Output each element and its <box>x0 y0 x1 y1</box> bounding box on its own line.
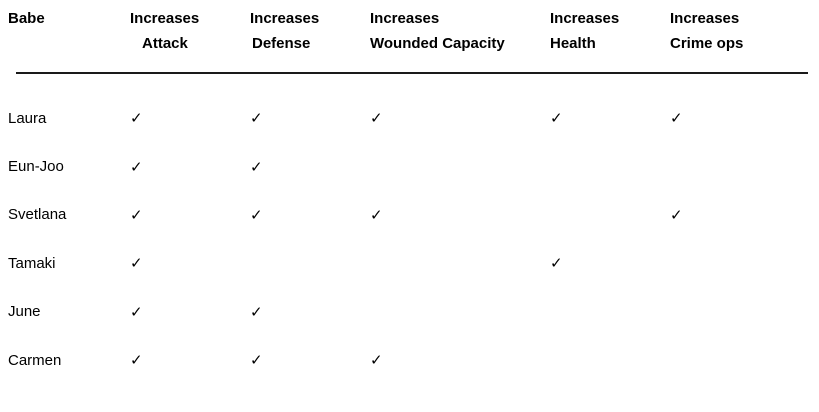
column-header-crime-ops: Increases Crime ops <box>670 6 819 56</box>
checkmark-icon: ✓ <box>250 158 263 176</box>
checkmark-icon: ✓ <box>370 110 383 128</box>
column-header-attack: Increases Attack <box>130 6 250 56</box>
column-header-label: Increases <box>670 10 740 27</box>
row-label: Carmen <box>8 351 62 369</box>
checkmark-icon: ✓ <box>130 206 143 224</box>
checkmark-icon: ✓ <box>370 352 383 370</box>
column-header-label: Increases <box>370 10 440 27</box>
stats-table: Babe Increases Attack Increases Defense … <box>8 6 819 384</box>
column-header-wounded-capacity: Increases Wounded Capacity <box>370 6 550 56</box>
table-row: Eun-Joo ✓ ✓ <box>8 142 819 190</box>
column-header-label: Increases <box>250 10 320 27</box>
column-header-label: Defense <box>252 35 311 52</box>
checkmark-icon: ✓ <box>130 352 143 370</box>
column-header-label: Health <box>550 35 596 52</box>
table-row: Svetlana ✓ ✓ ✓ ✓ <box>8 191 819 239</box>
column-header-label: Increases <box>130 10 200 27</box>
row-label: June <box>8 303 41 321</box>
checkmark-icon: ✓ <box>130 158 143 176</box>
column-header-label: Attack <box>142 35 188 52</box>
checkmark-icon: ✓ <box>370 206 383 224</box>
table-row: Carmen ✓ ✓ ✓ <box>8 336 819 384</box>
checkmark-icon: ✓ <box>250 110 263 128</box>
checkmark-icon: ✓ <box>670 206 683 224</box>
table-header-row: Babe Increases Attack Increases Defense … <box>8 6 819 56</box>
checkmark-icon: ✓ <box>550 110 563 128</box>
column-header-label: Crime ops <box>670 35 744 52</box>
row-label: Eun-Joo <box>8 158 64 176</box>
column-header-defense: Increases Defense <box>250 6 370 56</box>
row-label: Tamaki <box>8 254 56 272</box>
row-label: Svetlana <box>8 206 67 224</box>
column-header-label: Babe <box>8 10 45 27</box>
table-row: Laura ✓ ✓ ✓ ✓ ✓ <box>8 94 819 142</box>
checkmark-icon: ✓ <box>670 110 683 128</box>
column-header-label: Increases <box>550 10 620 27</box>
checkmark-icon: ✓ <box>550 255 563 273</box>
checkmark-icon: ✓ <box>250 303 263 321</box>
checkmark-icon: ✓ <box>130 255 143 273</box>
checkmark-icon: ✓ <box>130 110 143 128</box>
table-body: Laura ✓ ✓ ✓ ✓ ✓ Eun-Joo ✓ ✓ Svetlana ✓ ✓… <box>8 94 819 384</box>
header-divider <box>16 72 808 74</box>
checkmark-icon: ✓ <box>250 352 263 370</box>
table-row: June ✓ ✓ <box>8 288 819 336</box>
column-header-health: Increases Health <box>550 6 670 56</box>
checkmark-icon: ✓ <box>130 303 143 321</box>
row-label: Laura <box>8 109 47 127</box>
table-row: Tamaki ✓ ✓ <box>8 239 819 287</box>
checkmark-icon: ✓ <box>250 206 263 224</box>
column-header-label: Wounded Capacity <box>370 35 505 52</box>
column-header-babe: Babe <box>8 6 130 56</box>
